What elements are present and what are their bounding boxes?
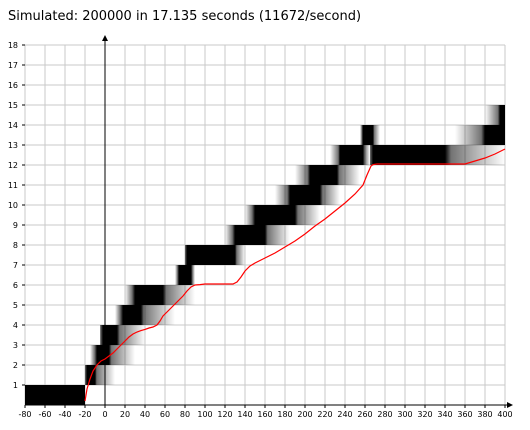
y-tick-label: 9 — [13, 221, 18, 230]
x-tick-label: 160 — [257, 410, 272, 419]
y-tick-label: 1 — [13, 381, 18, 390]
mean-line — [84, 148, 506, 402]
y-tick-label: 15 — [8, 101, 18, 110]
x-tick-label: -80 — [18, 410, 31, 419]
x-tick-label: -20 — [78, 410, 91, 419]
y-tick-label: 3 — [13, 341, 18, 350]
density-band — [175, 265, 195, 285]
density-band — [330, 145, 370, 165]
x-tick-label: 40 — [140, 410, 150, 419]
y-tick-label: 11 — [8, 181, 18, 190]
x-tick-label: 100 — [197, 410, 212, 419]
x-tick-label: 140 — [237, 410, 252, 419]
x-tick-label: 180 — [277, 410, 292, 419]
x-tick-label: 320 — [417, 410, 432, 419]
density-band — [370, 145, 505, 165]
y-tick-label: 17 — [8, 61, 18, 70]
x-tick-label: 360 — [457, 410, 472, 419]
y-tick-label: 14 — [8, 121, 18, 130]
y-tick-label: 18 — [8, 41, 18, 50]
x-tick-label: 340 — [437, 410, 452, 419]
axes — [25, 35, 513, 408]
x-tick-label: 400 — [497, 410, 512, 419]
x-tick-label: 60 — [160, 410, 170, 419]
y-tick-label: 13 — [8, 141, 18, 150]
x-tick-label: 0 — [102, 410, 107, 419]
density-band — [25, 385, 85, 405]
y-tick-label: 5 — [13, 301, 18, 310]
density-band — [100, 325, 145, 345]
x-tick-label: 260 — [357, 410, 372, 419]
y-tick-label: 8 — [13, 241, 18, 250]
tick-labels: -80 -60 -40 -20 0 20 40 60 80 100 120 140 160 180 200 2… — [8, 41, 513, 419]
x-tick-label: 200 — [297, 410, 312, 419]
y-tick-label: 16 — [8, 81, 18, 90]
series-line — [84, 148, 506, 402]
density-band — [360, 125, 380, 145]
x-tick-label: 120 — [217, 410, 232, 419]
density-band — [485, 105, 505, 125]
y-tick-label: 6 — [13, 281, 18, 290]
y-tick-label: 10 — [8, 201, 18, 210]
density-bands — [25, 105, 505, 405]
x-tick-label: -60 — [38, 410, 51, 419]
density-band — [125, 285, 195, 305]
x-tick-label: 300 — [397, 410, 412, 419]
density-band — [90, 345, 135, 365]
y-tick-label: 2 — [13, 361, 18, 370]
y-axis-arrow — [102, 35, 108, 41]
x-tick-label: 240 — [337, 410, 352, 419]
y-tick-label: 4 — [13, 321, 18, 330]
x-tick-label: 280 — [377, 410, 392, 419]
density-band — [185, 245, 245, 265]
density-band — [275, 185, 340, 205]
density-band — [115, 305, 175, 325]
status-text: Simulated: 200000 in 17.135 seconds (116… — [8, 9, 362, 24]
density-band — [225, 225, 290, 245]
x-tick-label: -40 — [58, 410, 71, 419]
y-tick-label: 7 — [13, 261, 18, 270]
x-axis-arrow — [507, 402, 513, 408]
density-band — [295, 165, 360, 185]
density-band — [85, 365, 115, 385]
y-tick-label: 12 — [8, 161, 18, 170]
x-tick-label: 80 — [180, 410, 190, 419]
x-tick-label: 220 — [317, 410, 332, 419]
x-tick-label: 20 — [120, 410, 130, 419]
density-band — [455, 125, 505, 145]
x-tick-label: 380 — [477, 410, 492, 419]
density-band — [245, 205, 320, 225]
